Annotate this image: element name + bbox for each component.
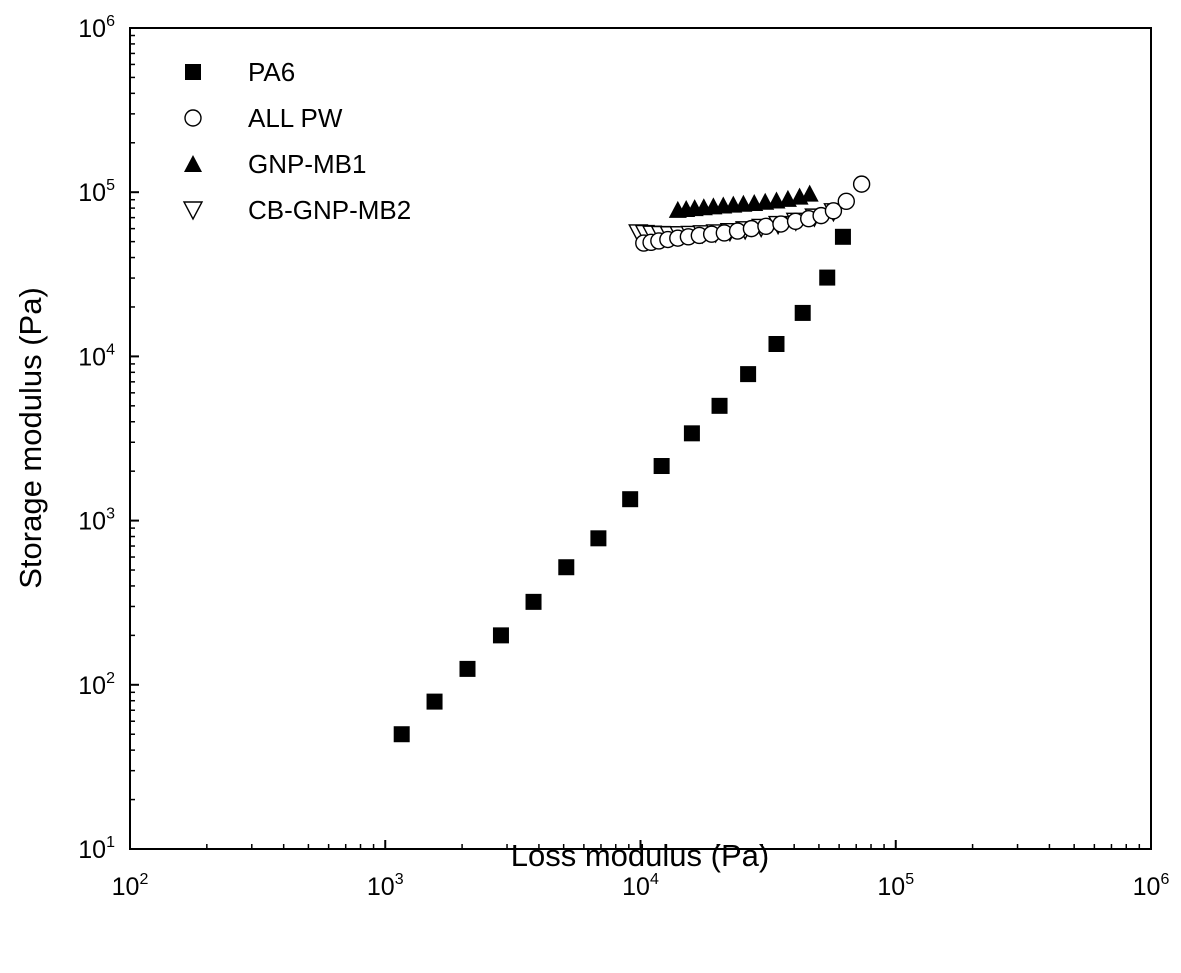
y-axis-title: Storage modulus (Pa)	[13, 287, 48, 589]
legend-marker	[184, 155, 202, 172]
legend-marker	[182, 201, 204, 221]
y-tick-label-base: 10	[78, 15, 106, 43]
x-tick-label-base: 10	[367, 873, 395, 901]
data-point	[653, 458, 670, 475]
x-tick-label: 102	[112, 871, 149, 901]
data-point	[819, 269, 836, 286]
data-point	[525, 593, 542, 610]
y-tick-label-exp: 5	[106, 177, 115, 194]
legend-marker	[185, 64, 201, 80]
y-tick-label-exp: 6	[106, 13, 115, 30]
legend-label: ALL PW	[248, 103, 343, 133]
x-tick-label-exp: 4	[650, 871, 659, 888]
legend-label: GNP-MB1	[248, 149, 366, 179]
data-point	[768, 335, 785, 352]
data-point	[393, 726, 410, 743]
y-tick-label: 105	[78, 177, 115, 207]
y-tick-label-exp: 3	[106, 506, 115, 523]
y-tick-label-base: 10	[78, 672, 106, 700]
y-tick-label: 101	[78, 834, 115, 864]
data-points	[393, 175, 871, 743]
y-tick-label: 103	[78, 506, 115, 536]
data-point	[492, 627, 509, 644]
y-tick-label: 104	[78, 341, 115, 371]
y-tick-label: 102	[78, 670, 115, 700]
x-tick-label-exp: 2	[139, 871, 148, 888]
legend: PA6 ALL PW GNP-MB1 CB-GNP-MB2	[182, 57, 411, 225]
x-tick-label-base: 10	[622, 873, 650, 901]
data-point	[622, 491, 639, 508]
data-point	[742, 219, 761, 238]
y-tick-label: 106	[78, 13, 115, 43]
series-pa6	[393, 228, 851, 743]
data-point	[740, 366, 757, 383]
x-tick-label-exp: 6	[1160, 871, 1169, 888]
series-all-pw	[635, 175, 871, 252]
x-tick-label: 103	[367, 871, 404, 901]
y-tick-label-base: 10	[78, 343, 106, 371]
x-axis-ticks: 102 103 104 105 106	[112, 840, 1170, 901]
x-tick-label-exp: 3	[395, 871, 404, 888]
data-point	[558, 559, 575, 576]
x-axis-title: Loss modulus (Pa)	[511, 838, 769, 873]
series-gnp-mb1	[668, 184, 819, 218]
legend-label: CB-GNP-MB2	[248, 195, 411, 225]
y-tick-label-exp: 1	[106, 834, 115, 851]
legend-marker	[184, 109, 202, 127]
y-tick-label-base: 10	[78, 508, 106, 536]
x-tick-label-exp: 5	[905, 871, 914, 888]
y-tick-label-exp: 2	[106, 670, 115, 687]
x-tick-label: 104	[622, 871, 659, 901]
x-tick-label-base: 10	[1133, 873, 1161, 901]
x-tick-label: 106	[1133, 871, 1170, 901]
x-tick-label: 105	[877, 871, 914, 901]
data-point	[837, 192, 855, 211]
data-point	[794, 304, 811, 321]
x-tick-label-base: 10	[877, 873, 905, 901]
data-point	[459, 660, 476, 677]
data-point	[772, 215, 790, 233]
legend-label: PA6	[248, 57, 295, 87]
data-point	[711, 397, 728, 414]
x-tick-label-base: 10	[112, 873, 140, 901]
data-point	[852, 175, 871, 193]
data-point	[834, 228, 851, 245]
y-tick-label-exp: 4	[106, 341, 115, 358]
y-tick-label-base: 10	[78, 179, 106, 207]
data-point	[757, 217, 775, 235]
data-point	[683, 425, 700, 442]
data-point	[800, 184, 819, 202]
y-tick-label-base: 10	[78, 836, 106, 864]
data-point	[824, 202, 843, 220]
data-point	[590, 530, 607, 547]
data-point	[426, 693, 443, 710]
